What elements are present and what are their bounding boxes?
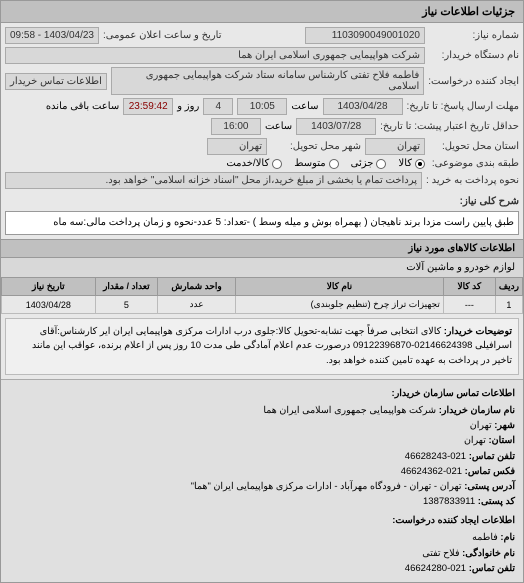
th-unit: واحد شمارش bbox=[158, 278, 236, 296]
contact-postcode-label: کد پستی: bbox=[478, 496, 515, 507]
cell-name: تجهیزات تراز چرخ (تنظیم جلوبندی) bbox=[236, 296, 444, 314]
table-header-row: ردیف کد کالا نام کالا واحد شمارش تعداد /… bbox=[2, 278, 523, 296]
contact-phone2-value: 021-46624280 bbox=[405, 563, 466, 574]
cell-code: --- bbox=[443, 296, 495, 314]
remaining-days-label: روز و bbox=[177, 101, 199, 112]
budget-radio-item-3[interactable]: کالا/خدمت bbox=[226, 158, 282, 169]
contact-phone2-label: تلفن تماس: bbox=[469, 563, 515, 574]
budget-option-0: کالا bbox=[398, 158, 412, 169]
budget-radio-group: کالا جزئی متوسط کالا/خدمت bbox=[226, 158, 425, 169]
remaining-days-field: 4 bbox=[203, 98, 233, 115]
budget-radio-item-1[interactable]: جزئی bbox=[351, 158, 387, 169]
niaz-number-field: 1103090049001020 bbox=[305, 27, 425, 44]
org-name-value: شرکت هواپیمایی جمهوری اسلامی ایران هما bbox=[263, 405, 436, 416]
validity-time-field: 16:00 bbox=[211, 118, 261, 135]
radio-icon bbox=[376, 159, 386, 169]
radio-icon bbox=[415, 159, 425, 169]
budget-option-3: کالا/خدمت bbox=[226, 158, 269, 169]
response-time-field: 10:05 bbox=[237, 98, 287, 115]
budget-option-2: متوسط bbox=[294, 158, 325, 169]
contact-section-title: اطلاعات تماس سازمان خریدار: bbox=[9, 386, 515, 401]
contact-city-label: شهر: bbox=[494, 420, 515, 431]
th-qty: تعداد / مقدار bbox=[95, 278, 157, 296]
budget-option-1: جزئی bbox=[351, 158, 374, 169]
response-time-label: ساعت bbox=[291, 101, 318, 112]
panel-header: جزئیات اطلاعات نیاز bbox=[1, 1, 523, 23]
remaining-time-field: 23:59:42 bbox=[123, 98, 173, 115]
budget-radio-item-0[interactable]: کالا bbox=[398, 158, 425, 169]
buyer-org-label: نام دستگاه خریدار: bbox=[429, 50, 519, 61]
goods-section-title: اطلاعات کالاهای مورد نیاز bbox=[1, 239, 523, 258]
th-code: کد کالا bbox=[443, 278, 495, 296]
desc-box: طبق پایین راست مزدا برند ناهیجان ( بهمرا… bbox=[5, 211, 519, 235]
payment-label: نحوه پرداخت به خرید : bbox=[426, 175, 519, 186]
cell-unit: عدد bbox=[158, 296, 236, 314]
validity-label: حداقل تاریخ اعتبار پیشت: تا تاریخ: bbox=[380, 121, 519, 132]
th-index: ردیف bbox=[495, 278, 522, 296]
radio-icon bbox=[272, 159, 282, 169]
public-datetime-field: 1403/04/23 - 09:58 bbox=[5, 27, 99, 44]
requester-section-title: اطلاعات ایجاد کننده درخواست: bbox=[9, 513, 515, 528]
contact-name-value: فاطمه bbox=[472, 532, 498, 543]
budget-type-label: طبقه بندی موضوعی: bbox=[429, 158, 519, 169]
contact-fax-label: فکس تماس: bbox=[465, 466, 515, 477]
buyer-notes-label: توضیحات خریدار: bbox=[444, 326, 512, 337]
public-datetime-label: تاریخ و ساعت اعلان عمومی: bbox=[103, 30, 301, 41]
goods-table: ردیف کد کالا نام کالا واحد شمارش تعداد /… bbox=[1, 277, 523, 314]
response-date-field: 1403/04/28 bbox=[323, 98, 403, 115]
payment-field: پرداخت تمام یا بخشی از مبلغ خرید،از محل … bbox=[5, 172, 422, 189]
th-name: نام کالا bbox=[236, 278, 444, 296]
city-label: شهر محل تحویل: bbox=[271, 141, 361, 152]
contact-postcode-value: 1387833911 bbox=[423, 496, 475, 507]
niaz-number-label: شماره نیاز: bbox=[429, 30, 519, 41]
validity-time-label: ساعت bbox=[265, 121, 292, 132]
response-deadline-label: مهلت ارسال پاسخ: تا تاریخ: bbox=[407, 101, 519, 112]
cell-date: 1403/04/28 bbox=[2, 296, 96, 314]
buyer-notes-box: توضیحات خریدار: کالای انتخابی صرفاً جهت … bbox=[5, 318, 519, 375]
desc-label: شرح کلی نیاز: bbox=[429, 196, 519, 207]
contact-phone-label: تلفن تماس: bbox=[469, 451, 515, 462]
contact-section: اطلاعات تماس سازمان خریدار: نام سازمان خ… bbox=[1, 379, 523, 582]
location-field: تهران bbox=[365, 138, 425, 155]
main-panel: جزئیات اطلاعات نیاز شماره نیاز: 11030900… bbox=[0, 0, 524, 583]
remaining-suffix-label: ساعت باقی مانده bbox=[46, 101, 119, 112]
radio-icon bbox=[329, 159, 339, 169]
city-field: تهران bbox=[207, 138, 267, 155]
contact-city-value: تهران bbox=[470, 420, 492, 431]
category-field: لوازم خودرو و ماشین آلات bbox=[1, 258, 523, 277]
contact-family-value: فلاح تفتی bbox=[422, 548, 459, 559]
th-date: تاریخ نیاز bbox=[2, 278, 96, 296]
contact-postal-label: آدرس پستی: bbox=[464, 481, 515, 492]
validity-date-field: 1403/07/28 bbox=[296, 118, 376, 135]
contact-name-label: نام: bbox=[500, 532, 515, 543]
contact-info-button[interactable]: اطلاعات تماس خریدار bbox=[5, 73, 107, 90]
contact-province-value: تهران bbox=[464, 435, 486, 446]
contact-province-label: استان: bbox=[488, 435, 515, 446]
cell-qty: 5 bbox=[95, 296, 157, 314]
form-section: شماره نیاز: 1103090049001020 تاریخ و ساع… bbox=[1, 23, 523, 196]
table-row[interactable]: 1 --- تجهیزات تراز چرخ (تنظیم جلوبندی) ع… bbox=[2, 296, 523, 314]
buyer-notes-text: کالای انتخابی صرفاً جهت تشابه-تحویل کالا… bbox=[32, 326, 512, 366]
contact-postal-value: تهران - تهران - فرودگاه مهرآباد - ادارات… bbox=[191, 481, 462, 492]
org-name-label: نام سازمان خریدار: bbox=[439, 405, 515, 416]
requester-label: ایجاد کننده درخواست: bbox=[428, 76, 519, 87]
contact-phone-value: 021-46628243 bbox=[405, 451, 466, 462]
cell-index: 1 bbox=[495, 296, 522, 314]
contact-family-label: نام خانوادگی: bbox=[462, 548, 515, 559]
contact-fax-value: 021-46624362 bbox=[401, 466, 462, 477]
buyer-org-field: شرکت هواپیمایی جمهوری اسلامی ایران هما bbox=[5, 47, 425, 64]
location-label: استان محل تحویل: bbox=[429, 141, 519, 152]
requester-field: فاطمه فلاح تفتی کارشناس سامانه ستاد شرکت… bbox=[111, 67, 424, 95]
budget-radio-item-2[interactable]: متوسط bbox=[294, 158, 338, 169]
